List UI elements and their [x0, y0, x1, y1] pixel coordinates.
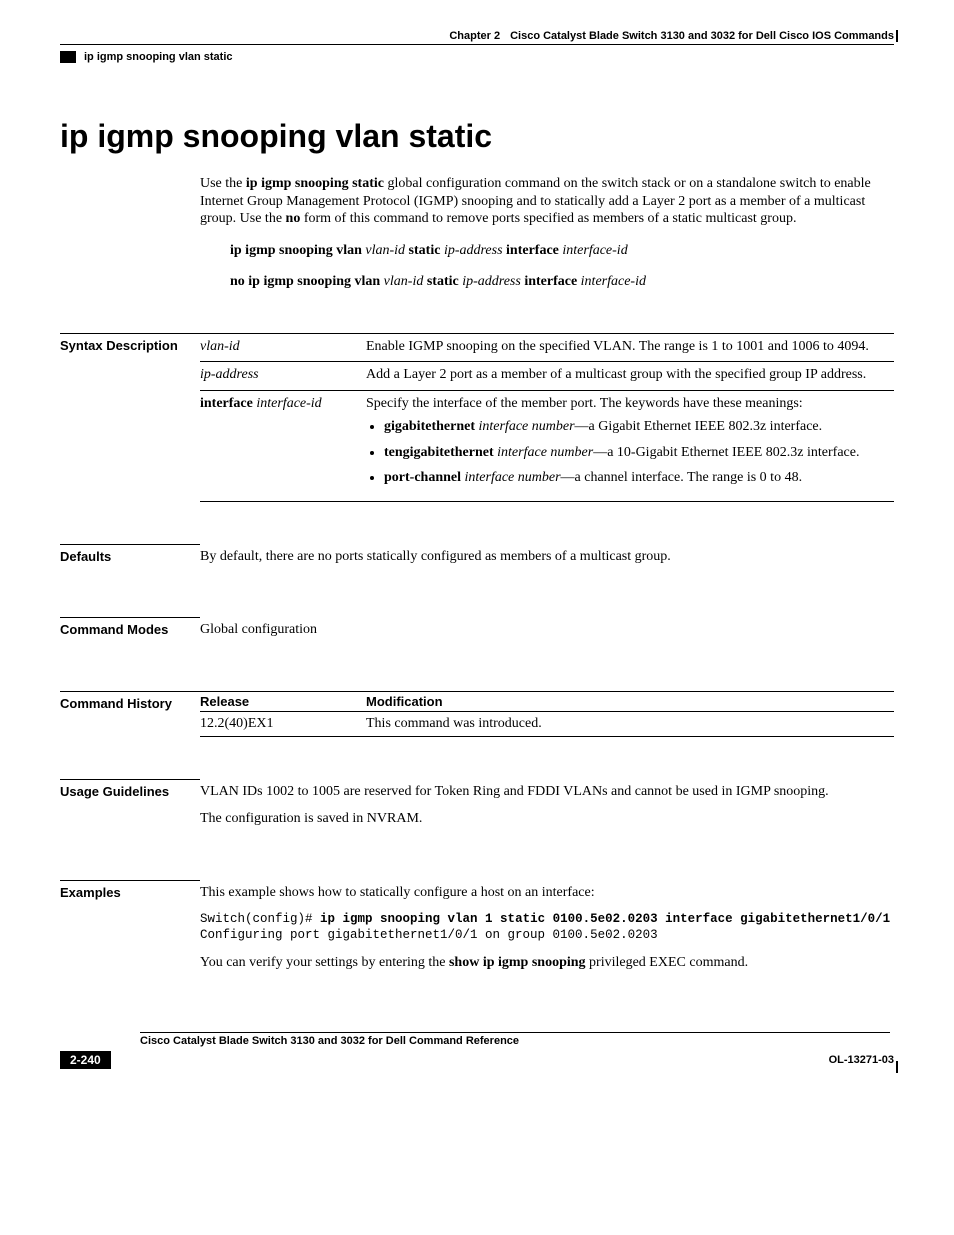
page-header: Chapter 2 Cisco Catalyst Blade Switch 31… [60, 30, 894, 45]
list-item: tengigabitethernet interface number—a 10… [384, 444, 888, 462]
section-label: Defaults [60, 544, 200, 564]
page-number-badge: 2-240 [60, 1051, 111, 1069]
page-footer: Cisco Catalyst Blade Switch 3130 and 303… [60, 1031, 894, 1069]
intro-paragraph: Use the ip igmp snooping static global c… [200, 175, 894, 228]
section-label: Command History [60, 691, 200, 711]
list-item: port-channel interface number—a channel … [384, 469, 888, 487]
header-marker [60, 51, 76, 63]
section-label: Syntax Description [60, 333, 200, 353]
usage-p2: The configuration is saved in NVRAM. [200, 810, 894, 828]
section-label: Usage Guidelines [60, 779, 200, 799]
doc-id: OL-13271-03 [829, 1054, 894, 1066]
crop-mark [896, 1061, 898, 1073]
section-command-modes: Command Modes Global configuration [60, 617, 894, 649]
syntax-usage-2: no ip igmp snooping vlan vlan-id static … [230, 273, 894, 291]
syntax-usage-1: ip igmp snooping vlan vlan-id static ip-… [230, 242, 894, 260]
chapter-title: Cisco Catalyst Blade Switch 3130 and 303… [510, 30, 894, 42]
examples-p1: This example shows how to statically con… [200, 884, 894, 902]
chapter-label: Chapter 2 [449, 30, 500, 42]
table-row: interface interface-id Specify the inter… [200, 390, 894, 501]
usage-p1: VLAN IDs 1002 to 1005 are reserved for T… [200, 783, 894, 801]
section-examples: Examples This example shows how to stati… [60, 880, 894, 982]
page-title: ip igmp snooping vlan static [60, 118, 894, 155]
modes-text: Global configuration [200, 621, 894, 639]
table-row: ip-address Add a Layer 2 port as a membe… [200, 362, 894, 391]
defaults-text: By default, there are no ports staticall… [200, 548, 894, 566]
page: Chapter 2 Cisco Catalyst Blade Switch 31… [0, 0, 954, 1109]
interface-bullet-list: gigabitethernet interface number—a Gigab… [366, 418, 888, 487]
section-usage-guidelines: Usage Guidelines VLAN IDs 1002 to 1005 a… [60, 779, 894, 838]
section-label: Command Modes [60, 617, 200, 637]
intro-block: Use the ip igmp snooping static global c… [200, 175, 894, 291]
footer-doc-title: Cisco Catalyst Blade Switch 3130 and 303… [140, 1033, 894, 1047]
section-defaults: Defaults By default, there are no ports … [60, 544, 894, 576]
section-label: Examples [60, 880, 200, 900]
table-header-row: Release Modification [200, 691, 894, 711]
syntax-table: vlan-id Enable IGMP snooping on the spec… [200, 333, 894, 502]
breadcrumb: ip igmp snooping vlan static [84, 51, 233, 63]
history-table: Release Modification 12.2(40)EX1 This co… [200, 691, 894, 737]
examples-p2: You can verify your settings by entering… [200, 954, 894, 972]
section-syntax-description: Syntax Description vlan-id Enable IGMP s… [60, 333, 894, 502]
crop-mark [896, 30, 898, 42]
list-item: gigabitethernet interface number—a Gigab… [384, 418, 888, 436]
code-block: Switch(config)# ip igmp snooping vlan 1 … [200, 911, 894, 944]
table-row: 12.2(40)EX1 This command was introduced. [200, 711, 894, 736]
section-command-history: Command History Release Modification 12.… [60, 691, 894, 737]
table-row: vlan-id Enable IGMP snooping on the spec… [200, 333, 894, 362]
breadcrumb-row: ip igmp snooping vlan static [60, 51, 894, 63]
